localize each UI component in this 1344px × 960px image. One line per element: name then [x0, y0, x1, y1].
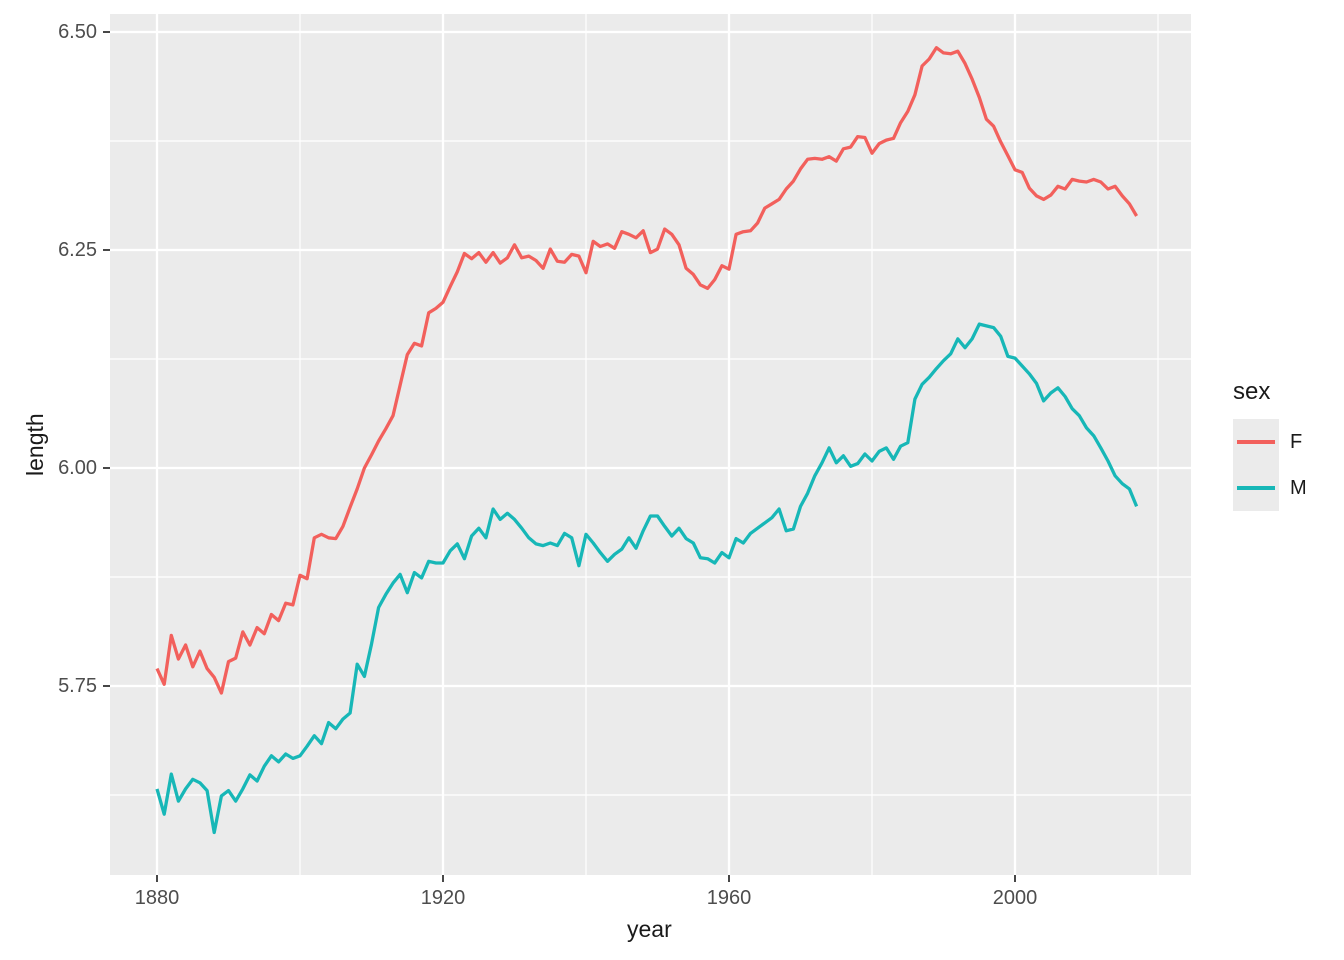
x-tick-label: 1960: [706, 887, 752, 909]
x-tick-label: 1920: [420, 887, 466, 909]
series-lines: [155, 46, 1139, 835]
line-series-M: [155, 322, 1139, 835]
legend-key-F: [1233, 419, 1279, 465]
y-tick-label: 6.00: [58, 457, 97, 479]
grid-major-lines: [110, 14, 1191, 875]
legend-label: F: [1290, 430, 1303, 453]
x-tick-label: 2000: [992, 887, 1038, 909]
legend-entry-M: M: [1233, 465, 1307, 511]
y-tick-label: 6.50: [58, 21, 97, 43]
y-tick-label: 5.75: [58, 675, 97, 697]
legend-label: M: [1290, 476, 1307, 499]
y-tick-label: 6.25: [58, 239, 97, 261]
x-tick-label: 1880: [134, 887, 180, 909]
y-axis-title: length: [22, 412, 48, 476]
legend-key-line-icon: [1237, 486, 1275, 490]
legend-key-line-icon: [1237, 440, 1275, 444]
x-axis-title: year: [627, 916, 672, 942]
plot-panel: [110, 14, 1191, 875]
grid-minor-lines: [110, 14, 1191, 875]
axis-tick-marks: [103, 31, 1016, 882]
line-series-F: [155, 46, 1139, 695]
legend-key-M: [1233, 465, 1279, 511]
legend-entry-F: F: [1233, 419, 1302, 465]
legend-title: sex: [1233, 378, 1271, 405]
